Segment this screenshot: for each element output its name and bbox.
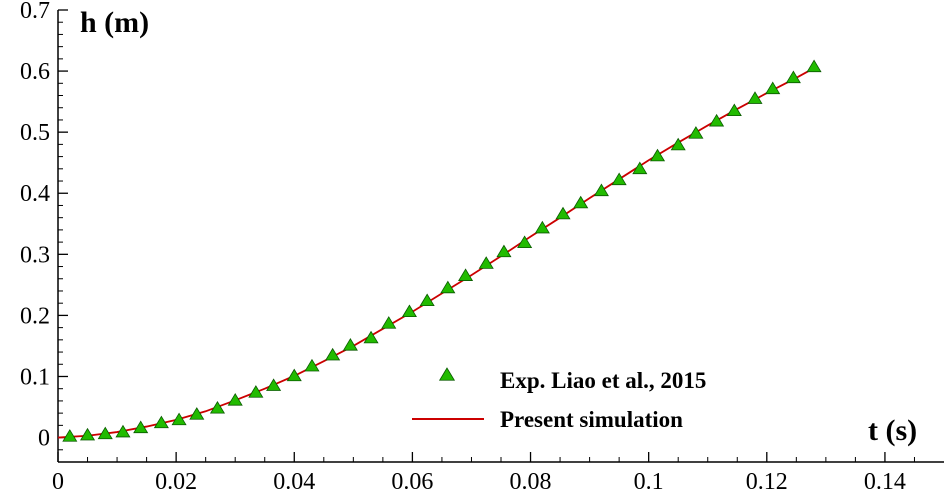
legend-label-sim: Present simulation xyxy=(500,407,683,432)
x-tick-label: 0.12 xyxy=(746,469,788,495)
data-point-exp xyxy=(726,103,742,117)
data-point-exp xyxy=(478,256,494,269)
data-point-exp xyxy=(325,347,341,361)
data-point-exp xyxy=(785,70,801,84)
data-point-exp xyxy=(153,415,169,429)
data-point-exp xyxy=(342,338,358,351)
data-point-exp xyxy=(381,316,397,329)
data-point-exp xyxy=(133,420,149,434)
y-axis-title: h (m) xyxy=(80,6,149,39)
y-tick-label: 0.4 xyxy=(20,181,50,207)
data-point-exp xyxy=(189,407,205,420)
data-point-exp xyxy=(496,244,512,258)
x-tick-label: 0 xyxy=(52,469,64,495)
data-point-exp xyxy=(97,426,113,440)
data-point-exp xyxy=(304,358,320,372)
data-point-exp xyxy=(611,172,627,186)
data-point-exp xyxy=(227,393,243,406)
data-point-exp xyxy=(401,304,417,318)
data-point-exp xyxy=(688,126,704,139)
y-tick-label: 0 xyxy=(38,426,50,452)
data-point-exp xyxy=(171,412,187,426)
data-point-exp xyxy=(363,330,379,344)
data-point-exp xyxy=(747,91,763,104)
data-point-exp xyxy=(115,424,131,438)
data-point-exp xyxy=(670,137,686,151)
x-tick-label: 0.06 xyxy=(391,469,433,495)
data-point-exp xyxy=(649,148,666,162)
data-point-exp xyxy=(765,81,781,95)
data-point-exp xyxy=(593,183,609,197)
x-axis-title: t (s) xyxy=(868,414,917,447)
data-point-exp xyxy=(266,378,282,391)
data-point-exp xyxy=(419,293,435,307)
data-point-exp xyxy=(806,59,822,73)
data-point-exp xyxy=(286,368,302,382)
data-point-exp xyxy=(632,161,648,175)
y-tick-label: 0.1 xyxy=(20,364,50,390)
x-tick-label: 0.02 xyxy=(155,469,197,495)
data-point-exp xyxy=(534,220,550,234)
x-tick-label: 0.04 xyxy=(273,469,315,495)
y-tick-label: 0.5 xyxy=(20,120,50,146)
data-point-exp xyxy=(209,400,226,414)
data-point-exp xyxy=(440,280,456,294)
data-point-exp xyxy=(80,427,96,441)
x-tick-label: 0.08 xyxy=(510,469,552,495)
y-tick-label: 0.6 xyxy=(20,59,50,85)
data-point-exp xyxy=(573,195,589,209)
data-point-exp xyxy=(517,235,533,248)
data-point-exp xyxy=(248,385,264,398)
data-point-exp xyxy=(555,206,571,220)
y-tick-label: 0.7 xyxy=(20,0,50,24)
data-point-exp xyxy=(709,113,725,127)
x-tick-label: 0.14 xyxy=(864,469,906,495)
y-tick-label: 0.3 xyxy=(20,242,50,268)
legend: Exp. Liao et al., 2015 Present simulatio… xyxy=(500,368,706,432)
data-point-exp xyxy=(62,429,78,442)
legend-marker-exp xyxy=(438,367,456,381)
x-tick-label: 0.1 xyxy=(634,469,664,495)
y-tick-label: 0.2 xyxy=(20,303,50,329)
data-point-exp xyxy=(458,268,474,281)
legend-label-exp: Exp. Liao et al., 2015 xyxy=(500,368,706,393)
